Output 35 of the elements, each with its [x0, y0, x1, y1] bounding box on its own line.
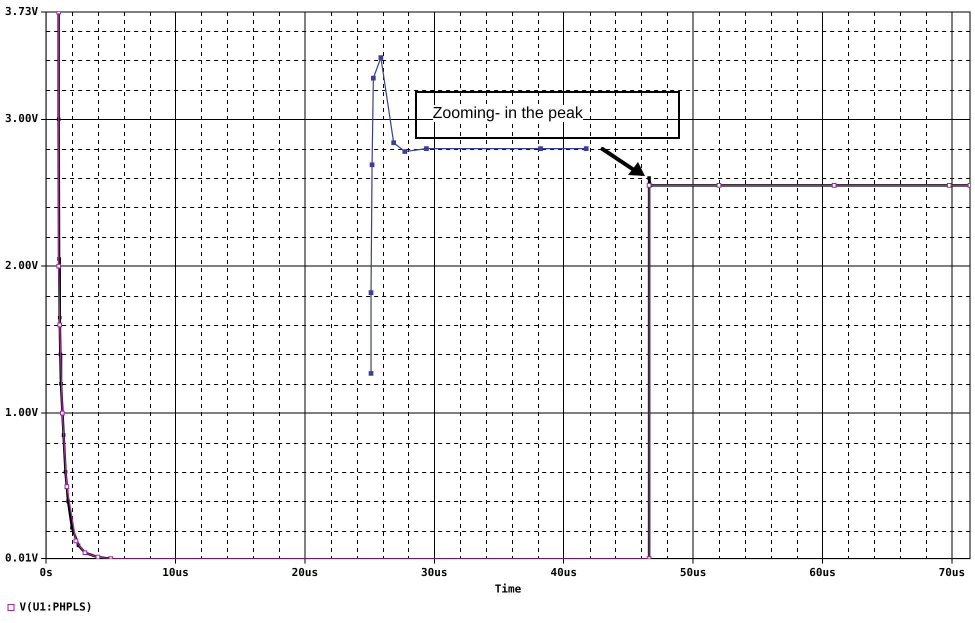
point [368, 371, 374, 376]
point [378, 55, 384, 60]
point [402, 149, 408, 154]
point [391, 140, 396, 146]
y-tick-label: 1.00V [4, 406, 38, 419]
point [60, 410, 65, 416]
x-axis-title: Time [494, 582, 522, 596]
point [424, 146, 429, 151]
point [370, 162, 374, 168]
point [716, 183, 722, 188]
point [946, 183, 952, 188]
x-tick-label: 20us [292, 566, 318, 580]
annotation: Zooming- in the peak [432, 104, 583, 122]
point [647, 176, 651, 180]
x-tick-label: 40us [550, 566, 577, 580]
y-tick-label: 0.01V [4, 551, 38, 564]
x-tick-label: 60us [809, 566, 836, 580]
point [832, 183, 836, 188]
point [584, 146, 589, 151]
x-tick-label: 10us [162, 566, 189, 580]
point [57, 322, 62, 328]
point [74, 538, 78, 544]
y-tick-label: 3.00V [4, 112, 38, 126]
point [538, 146, 543, 151]
x-tick-label: 0s [39, 566, 53, 580]
point [371, 76, 376, 80]
point [56, 264, 62, 269]
legend-label: V(U1:PHPLS) [20, 600, 92, 614]
x-tick-label: 30us [421, 566, 448, 580]
x-tick-label: 50us [680, 566, 706, 580]
point [368, 290, 374, 295]
x-tick-label: 70us [938, 566, 966, 580]
y-tick-label: 2.00V [4, 259, 38, 272]
y-tick-label: 3.73V [4, 4, 38, 18]
point [64, 484, 70, 489]
